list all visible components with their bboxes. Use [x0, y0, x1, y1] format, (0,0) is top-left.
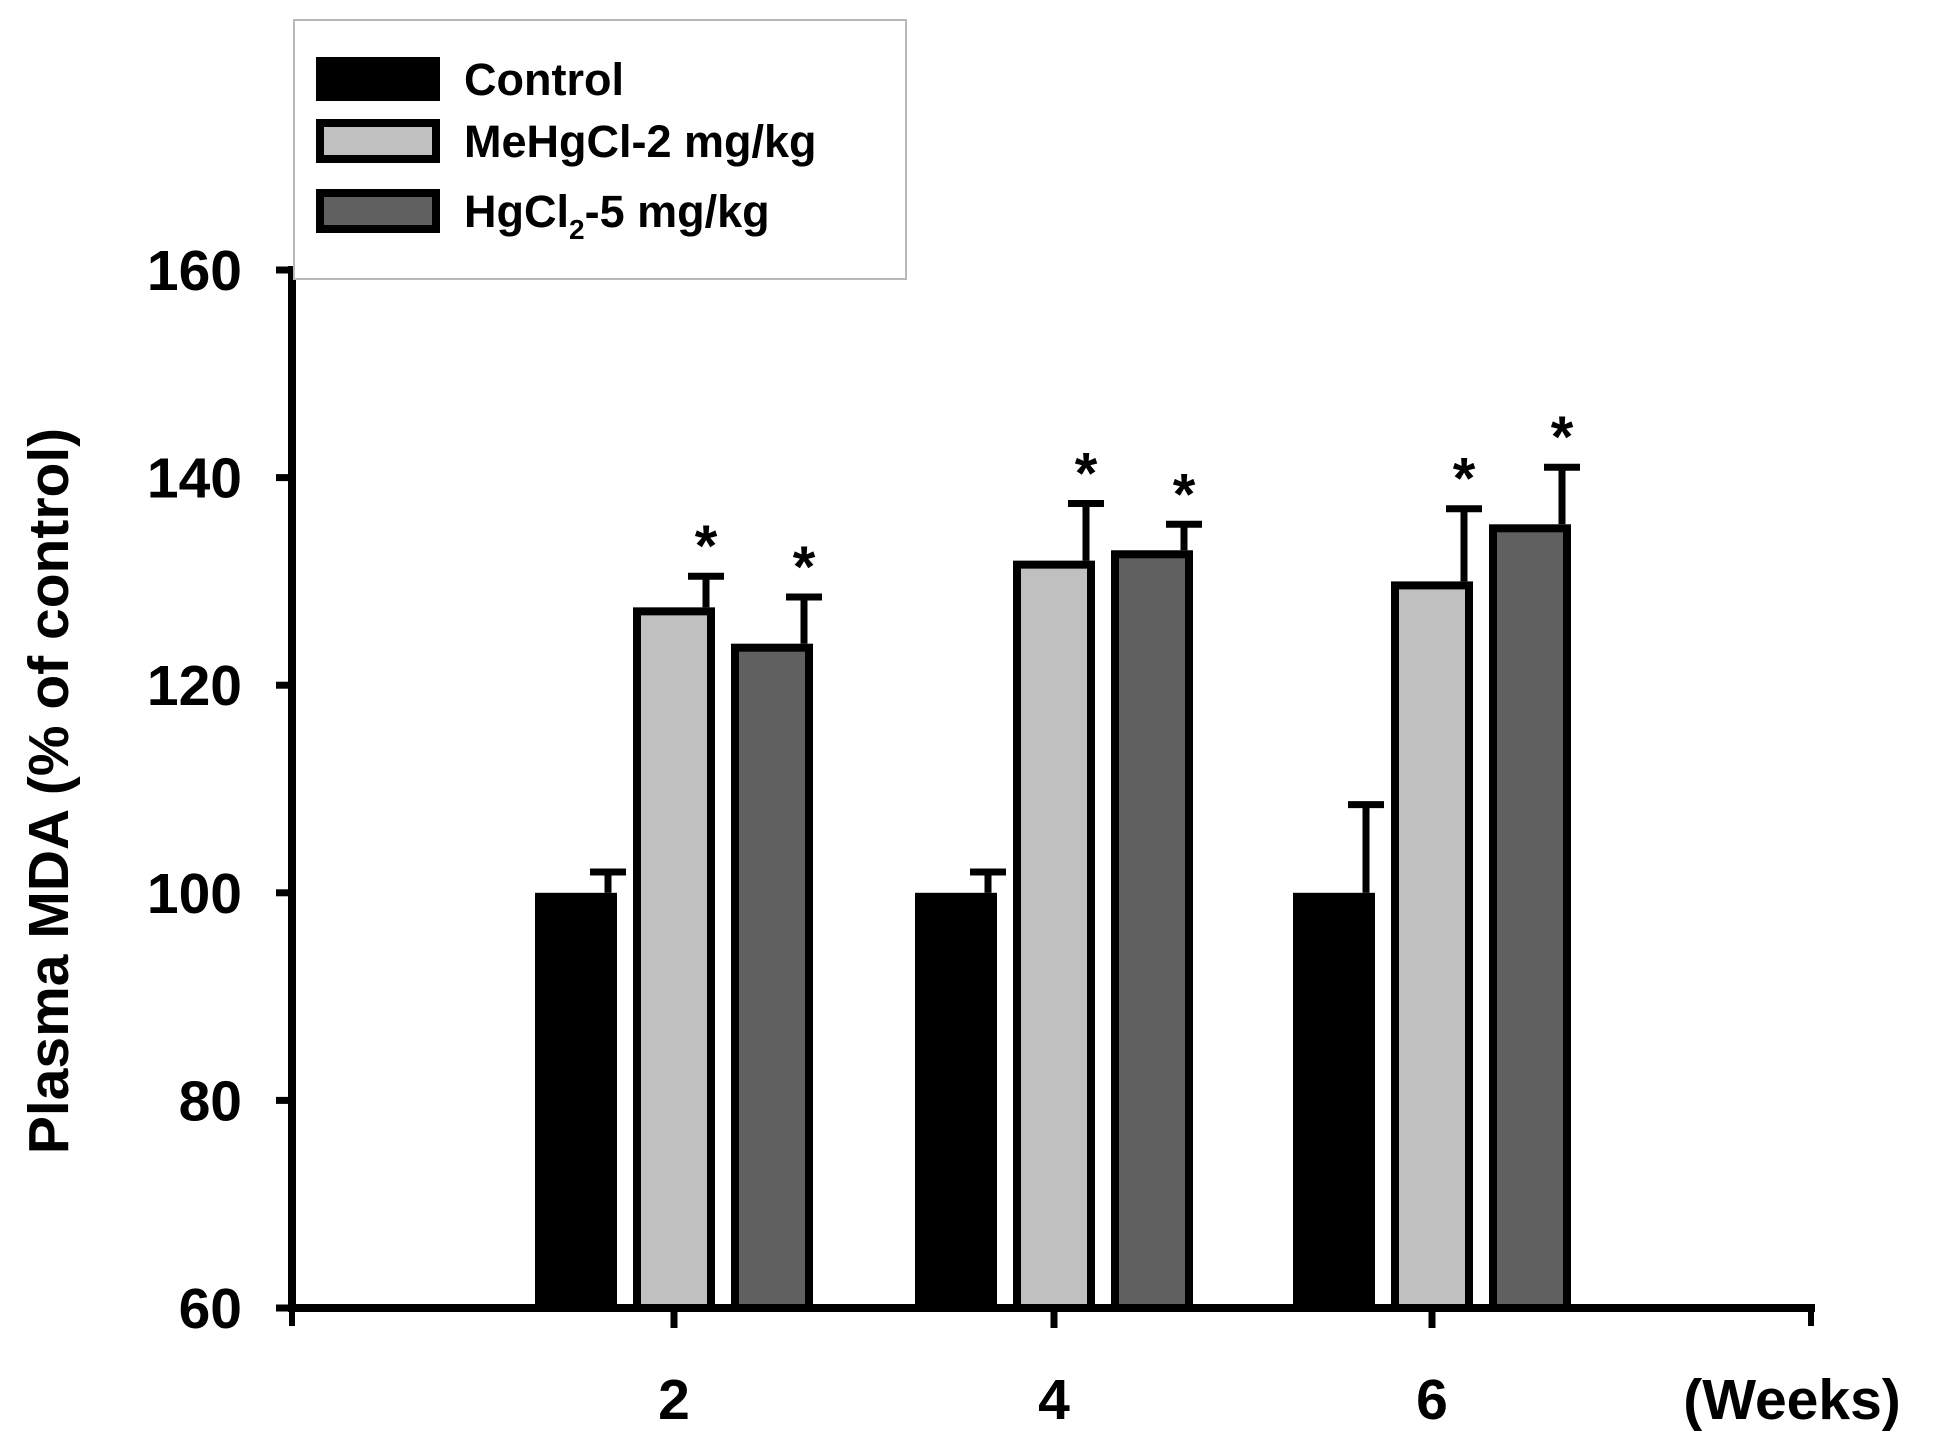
significance-marker: * [1551, 405, 1574, 470]
legend-label-1: Control [464, 54, 624, 105]
y-tick-label: 80 [179, 1069, 242, 1133]
legend-label-3: HgCl2-5 mg/kg [464, 186, 770, 245]
legend-label-main: MeHgCl-2 mg/kg [464, 116, 817, 167]
bar-2-week-2 [633, 607, 715, 1312]
y-tick-label: 60 [179, 1277, 242, 1341]
significance-marker: * [1173, 462, 1196, 527]
bar-3-week-6 [1489, 524, 1571, 1312]
y-tick-label: 160 [147, 239, 242, 303]
x-ticks: 2 4 6 [658, 1308, 1448, 1432]
legend-label-subscript: 2 [569, 214, 585, 245]
x-tick-label: 4 [1038, 1368, 1070, 1432]
bar-1-week-2 [535, 892, 617, 1308]
legend-label-main: HgCl [464, 186, 569, 237]
x-tick-label: 2 [658, 1368, 690, 1432]
bar-2-week-6 [1391, 581, 1473, 1312]
significance-marker: * [1075, 442, 1098, 507]
x-axis-label: (Weeks) [1683, 1368, 1901, 1432]
legend-swatch-3 [316, 189, 440, 233]
significance-marker: * [1453, 447, 1476, 512]
legend-swatch-2 [316, 119, 440, 163]
bars: * * * * * * [535, 405, 1580, 1312]
legend-swatch-1 [316, 57, 440, 101]
y-ticks: 60 80 100 120 140 160 [147, 239, 292, 1341]
significance-marker: * [793, 535, 816, 600]
bar-1-week-6 [1293, 892, 1375, 1308]
significance-marker: * [695, 514, 718, 579]
bar-2-week-4 [1013, 560, 1095, 1312]
legend-label-rest: -5 mg/kg [585, 186, 770, 237]
y-tick-label: 140 [147, 447, 242, 511]
bar-1-week-4 [915, 892, 997, 1308]
legend: Control MeHgCl-2 mg/kg HgCl2-5 mg/kg [293, 19, 907, 280]
x-tick-label: 6 [1416, 1368, 1448, 1432]
y-tick-label: 100 [147, 862, 242, 926]
legend-label-2: MeHgCl-2 mg/kg [464, 116, 817, 167]
y-tick-label: 120 [147, 654, 242, 718]
y-axis-label: Plasma MDA (% of control) [17, 428, 81, 1154]
legend-label-main: Control [464, 54, 624, 105]
bar-3-week-2 [731, 643, 813, 1312]
bar-3-week-4 [1111, 550, 1193, 1312]
